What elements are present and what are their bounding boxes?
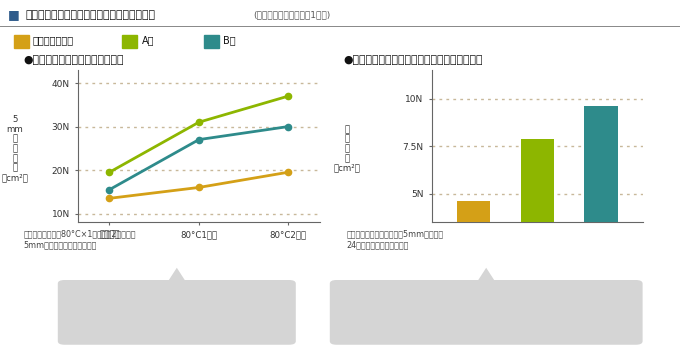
Bar: [521, 139, 554, 289]
Text: プラチナシールの硬度の安定性と応力緩和性: プラチナシールの硬度の安定性と応力緩和性: [26, 10, 156, 20]
Text: 初期硬化養生後に、目地を5mm伸長して
24時間後の残存応力を測定: 初期硬化養生後に、目地を5mm伸長して 24時間後の残存応力を測定: [347, 229, 444, 250]
Text: 5
mm
引
張
応
力
（cm²）: 5 mm 引 張 応 力 （cm²）: [1, 115, 29, 182]
Text: 初期硬化養生後・80°C×1ヵ月後・2ヵ月後の
5mm引っ張り応力をプロット: 初期硬化養生後・80°C×1ヵ月後・2ヵ月後の 5mm引っ張り応力をプロット: [24, 229, 136, 250]
Bar: [585, 106, 617, 289]
Text: (自社試験：試験体は図1参照): (自社試験：試験体は図1参照): [254, 10, 331, 19]
Text: A社: A社: [141, 35, 154, 45]
Bar: [457, 201, 490, 289]
Text: プラチナシール: プラチナシール: [33, 35, 73, 45]
Text: 残
存
応
力
（cm²）: 残 存 応 力 （cm²）: [333, 125, 360, 173]
Text: B社: B社: [223, 35, 236, 45]
Text: ■: ■: [8, 8, 20, 21]
Text: プラチナシールは、目地拡張時の
小口に挠かる負荷が小さい。: プラチナシールは、目地拡張時の 小口に挠かる負荷が小さい。: [439, 300, 533, 324]
Text: ●硬度の安定性：固くなりにくさ: ●硬度の安定性：固くなりにくさ: [24, 55, 124, 65]
Text: ●応力緩和性：目地拡張に対するなじみやすさ: ●応力緩和性：目地拡張に対するなじみやすさ: [343, 55, 483, 65]
Text: プラチナシールは、
いつまでも柔らかい。: プラチナシールは、 いつまでも柔らかい。: [146, 300, 208, 324]
